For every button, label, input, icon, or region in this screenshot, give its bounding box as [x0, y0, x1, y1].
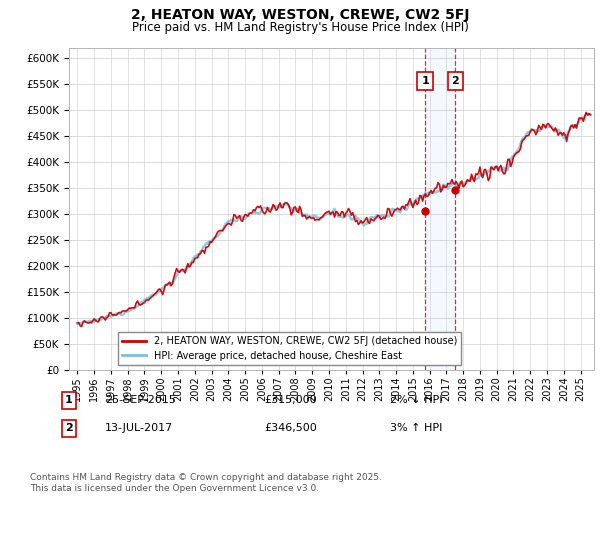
Text: Price paid vs. HM Land Registry's House Price Index (HPI): Price paid vs. HM Land Registry's House … [131, 21, 469, 34]
Text: 25-SEP-2015: 25-SEP-2015 [105, 395, 176, 405]
Text: 2, HEATON WAY, WESTON, CREWE, CW2 5FJ: 2, HEATON WAY, WESTON, CREWE, CW2 5FJ [131, 8, 469, 22]
Text: 2: 2 [451, 76, 459, 86]
Text: 13-JUL-2017: 13-JUL-2017 [105, 423, 173, 433]
Text: 1: 1 [65, 395, 73, 405]
Text: £346,500: £346,500 [264, 423, 317, 433]
Bar [425, 48, 455, 370]
Text: Contains HM Land Registry data © Crown copyright and database right 2025.
This d: Contains HM Land Registry data © Crown c… [30, 473, 382, 493]
Text: 1: 1 [421, 76, 429, 86]
Text: 3% ↑ HPI: 3% ↑ HPI [390, 423, 442, 433]
Text: 2: 2 [65, 423, 73, 433]
Text: 2% ↓ HPI: 2% ↓ HPI [390, 395, 443, 405]
Text: £315,000: £315,000 [264, 395, 317, 405]
Legend: 2, HEATON WAY, WESTON, CREWE, CW2 5FJ (detached house), HPI: Average price, deta: 2, HEATON WAY, WESTON, CREWE, CW2 5FJ (d… [118, 332, 461, 365]
